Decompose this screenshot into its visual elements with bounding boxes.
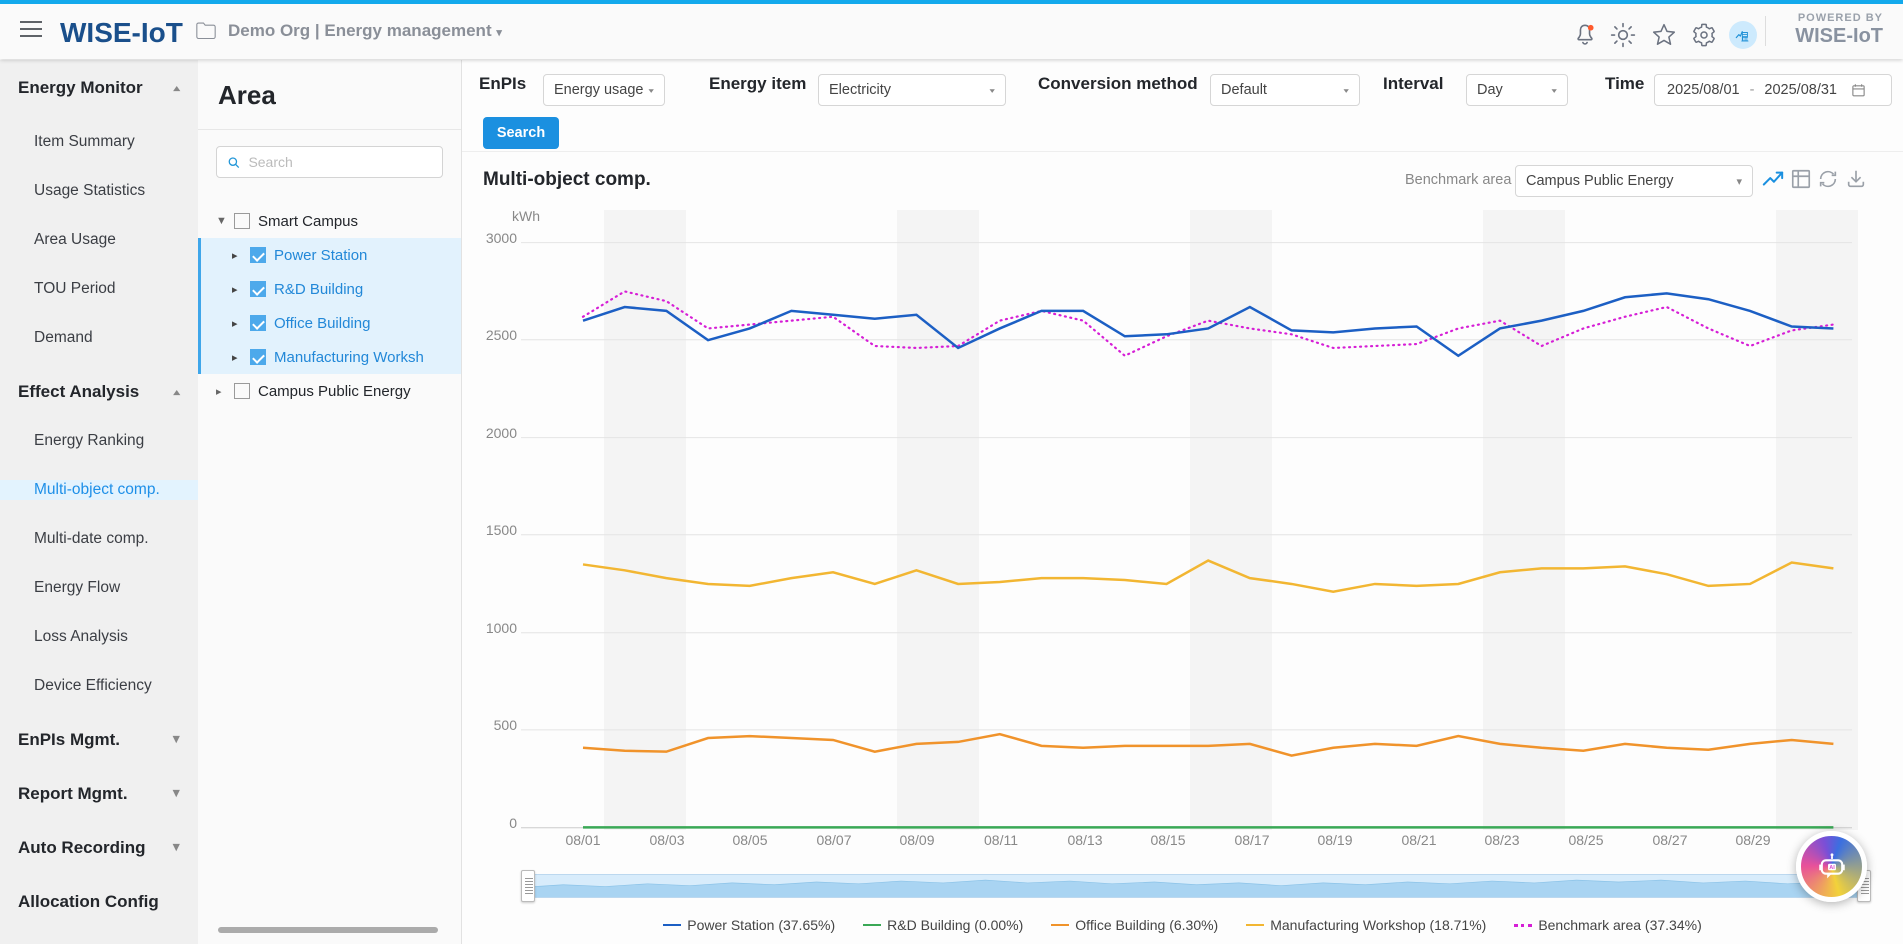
svg-text:AI: AI (1829, 865, 1835, 871)
